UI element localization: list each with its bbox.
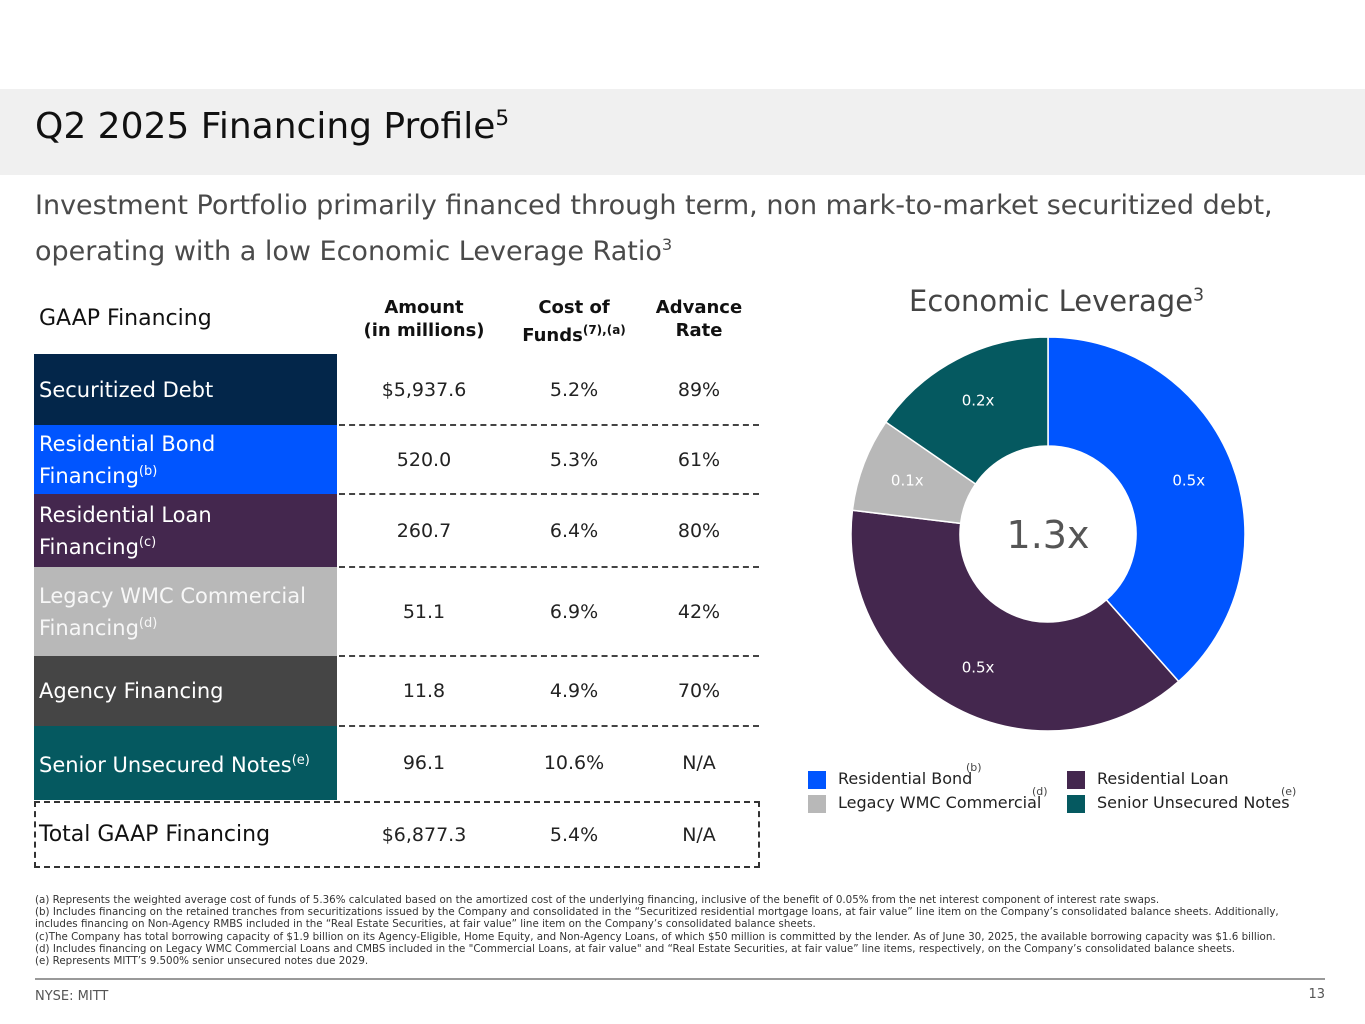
row-advance: 70% — [677, 680, 721, 702]
table-row: Residential Loan Financing(c) 260.7 6.4% 80% — [34, 494, 758, 567]
total-label: Total GAAP Financing — [39, 821, 271, 847]
legend-footnote-marker: (e) — [1281, 785, 1297, 798]
row-amount: 51.1 — [402, 600, 446, 623]
chart-title: Economic Leverage3 — [909, 284, 1205, 318]
row-cost: 4.9% — [549, 680, 599, 702]
legend-swatch — [1067, 795, 1085, 813]
row-separator — [339, 566, 759, 568]
legend-label: Senior Unsecured Notes — [1097, 793, 1290, 812]
subtitle-line-2: operating with a low Economic Leverage R… — [35, 235, 673, 267]
slice-residential-bond — [1047, 336, 1246, 683]
legend-footnote-marker: (d) — [1032, 785, 1048, 798]
center-label: 1.3x — [1007, 513, 1090, 557]
footnote-line: (e) Represents MITT’s 9.500% senior unse… — [35, 955, 369, 968]
total-row-box — [34, 801, 760, 868]
amount-column-header: Amount (in millions) — [363, 297, 485, 341]
row-amount: 520.0 — [396, 448, 452, 471]
row-cost: 5.2% — [549, 378, 599, 401]
row-separator — [339, 725, 759, 727]
cost-of-funds-column-header: Cost of Funds(7),(a) — [522, 297, 626, 346]
table-row: Securitized Debt $5,937.6 5.2% 89% — [34, 354, 758, 425]
row-label: Residential Loan Financing(c) — [34, 494, 337, 567]
row-amount: 11.8 — [402, 680, 446, 702]
total-advance: N/A — [682, 823, 716, 846]
footnote-line: includes financing on Non-Agency RMBS in… — [35, 918, 816, 931]
title-band — [0, 89, 1365, 175]
footnote-line: (d) Includes financing on Legacy WMC Com… — [35, 942, 1236, 955]
table-row: Agency Financing 11.8 4.9% 70% — [34, 656, 758, 726]
footnote-line: (a) Represents the weighted average cost… — [35, 894, 1160, 906]
row-cost: 6.9% — [549, 600, 599, 623]
row-label: Securitized Debt — [34, 354, 337, 425]
legend-label: Legacy WMC Commercial — [838, 793, 1042, 812]
row-advance: 42% — [677, 600, 721, 623]
footnote-line: (c)The Company has total borrowing capac… — [35, 930, 1276, 943]
footer-ticker: NYSE: MITT — [35, 989, 109, 1004]
row-label: Residential Bond Financing(b) — [34, 425, 337, 494]
total-cost: 5.4% — [549, 823, 599, 846]
subtitle-line-1: Investment Portfolio primarily financed … — [35, 190, 1273, 221]
table-row: Residential Bond Financing(b) 520.0 5.3% 61% — [34, 425, 758, 494]
legend-swatch — [808, 771, 826, 789]
row-separator — [339, 493, 759, 495]
row-cost: 5.3% — [549, 448, 599, 471]
footnotes: (a) Represents the weighted average cost… — [35, 894, 1335, 967]
slice-senior-unsecured-notes — [884, 336, 1049, 486]
row-label: Agency Financing — [34, 656, 337, 726]
legend-swatch — [808, 795, 826, 813]
economic-leverage-donut: 0.5x 0.5x 0.1x 0.2x 1.3x — [850, 336, 1246, 732]
legend-swatch — [1067, 771, 1085, 789]
slice-label: 0.5x — [1172, 472, 1205, 490]
row-advance: N/A — [682, 752, 716, 774]
row-cost: 6.4% — [549, 519, 599, 542]
slice-label: 0.5x — [962, 658, 995, 676]
row-cost: 10.6% — [543, 752, 605, 774]
table-row: Senior Unsecured Notes(e) 96.1 10.6% N/A — [34, 726, 758, 800]
slice-label: 0.1x — [891, 472, 924, 490]
advance-rate-column-header: Advance Rate — [655, 297, 743, 341]
row-advance: 61% — [677, 448, 721, 471]
row-label: Senior Unsecured Notes(e) — [34, 726, 337, 800]
gaap-financing-heading: GAAP Financing — [39, 306, 212, 331]
page-title: Q2 2025 Financing Profile5 — [35, 106, 510, 147]
row-amount: 96.1 — [402, 752, 446, 774]
row-separator — [339, 424, 759, 426]
legend-footnote-marker: (b) — [966, 761, 982, 774]
legend-label: Residential Loan — [1097, 769, 1229, 788]
slice-label: 0.2x — [962, 392, 995, 410]
page-subtitle: Investment Portfolio primarily financed … — [35, 186, 1335, 271]
table-row: Legacy WMC Commercial Financing(d) 51.1 6.9… — [34, 567, 758, 656]
footnote-line: (b) Includes financing on the retained t… — [35, 906, 1279, 919]
total-amount: $6,877.3 — [381, 823, 467, 846]
row-label: Legacy WMC Commercial Financing(d) — [34, 567, 337, 656]
row-amount: 260.7 — [396, 519, 452, 542]
row-advance: 89% — [677, 378, 721, 401]
total-row: Total GAAP Financing $6,877.3 5.4% N/A — [34, 801, 758, 868]
legend-label: Residential Bond — [838, 769, 973, 788]
row-separator — [339, 655, 759, 657]
row-amount: $5,937.6 — [381, 378, 467, 401]
footer-rule — [35, 978, 1325, 980]
slice-residential-loan — [850, 509, 1180, 732]
page-number: 13 — [1308, 987, 1325, 1002]
row-advance: 80% — [677, 519, 721, 542]
